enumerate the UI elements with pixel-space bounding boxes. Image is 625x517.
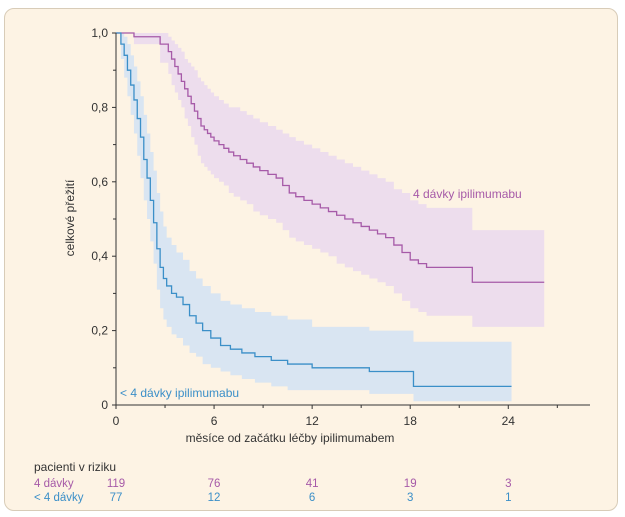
- y-tick-label: 0,4: [91, 249, 108, 263]
- risk-count: 19: [404, 478, 417, 490]
- series-label-under-4-doses: < 4 dávky ipilimumabu: [120, 386, 239, 400]
- x-tick-label: 0: [113, 414, 120, 428]
- risk-table-title: pacienti v riziku: [34, 460, 116, 474]
- risk-count: 77: [110, 492, 123, 504]
- risk-table: 4 dávky 119 76 41 19 3 < 4 dávky 77 12 6 3 1: [34, 478, 511, 504]
- series-label-4-doses: 4 dávky ipilimumabu: [413, 187, 522, 201]
- risk-count: 6: [309, 492, 315, 504]
- y-tick-label: 0: [101, 398, 108, 412]
- risk-count: 12: [208, 492, 221, 504]
- ticks: 0 6 12 18 24 0 0,2 0,4 0,6 0,8 1,0: [91, 26, 558, 428]
- x-tick-label: 6: [211, 414, 218, 428]
- x-tick-label: 18: [404, 414, 418, 428]
- y-axis-label: celkové přežití: [63, 179, 77, 256]
- y-tick-label: 0,8: [91, 100, 108, 114]
- risk-count: 1: [505, 492, 511, 504]
- risk-count: 3: [505, 478, 511, 490]
- survival-curve-1: [116, 32, 512, 388]
- y-tick-label: 1,0: [91, 26, 108, 40]
- risk-count: 3: [407, 492, 413, 504]
- survival-curves: [116, 32, 545, 388]
- confidence-band-0: [116, 33, 545, 327]
- risk-count: 76: [208, 478, 221, 490]
- x-tick-label: 24: [502, 414, 516, 428]
- risk-count: 41: [306, 478, 319, 490]
- risk-row-label: 4 dávky: [34, 478, 74, 490]
- risk-count: 119: [107, 478, 125, 490]
- x-axis-label: měsíce od začátku léčby ipilimumabem: [186, 431, 395, 445]
- survival-curve-0: [116, 32, 545, 283]
- y-tick-label: 0,6: [91, 175, 108, 189]
- confidence-band-1: [116, 33, 512, 402]
- y-tick-label: 0,2: [91, 324, 108, 338]
- risk-row-label: < 4 dávky: [34, 492, 84, 504]
- confidence-bands: [116, 33, 545, 402]
- x-tick-label: 12: [305, 414, 319, 428]
